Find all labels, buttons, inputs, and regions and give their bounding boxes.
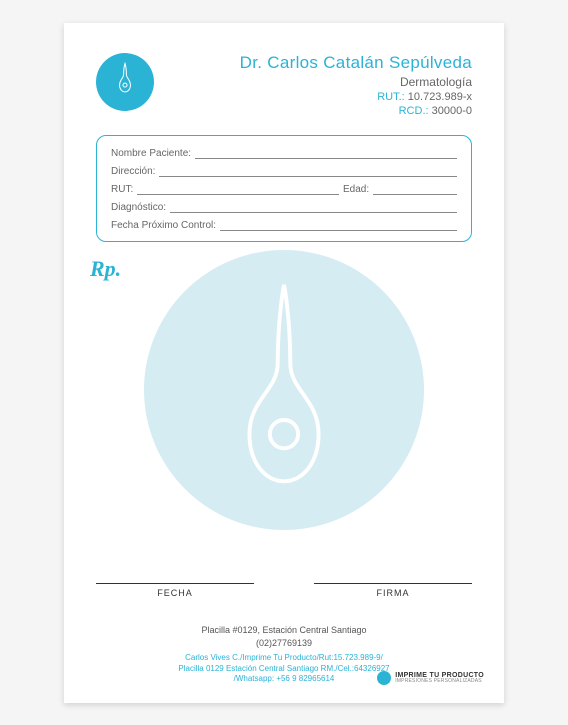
rcd-value: 30000-0 bbox=[432, 105, 472, 117]
field-label: Edad: bbox=[343, 184, 369, 195]
brand-text: IMPRIME TU PRODUCTO IMPRESIONES PERSONAL… bbox=[395, 672, 484, 684]
field-line[interactable] bbox=[195, 149, 457, 159]
signature-line[interactable] bbox=[314, 583, 472, 584]
rut-value: 10.723.989-x bbox=[408, 91, 472, 103]
field-proximo-control: Fecha Próximo Control: bbox=[111, 220, 457, 231]
hair-follicle-watermark-icon bbox=[204, 277, 364, 502]
field-label: Dirección: bbox=[111, 166, 155, 177]
header: Dr. Carlos Catalán Sepúlveda Dermatologí… bbox=[96, 53, 472, 117]
signature-label: FECHA bbox=[96, 588, 254, 598]
signature-fecha: FECHA bbox=[96, 583, 254, 598]
rcd-label: RCD.: bbox=[399, 105, 429, 117]
field-line[interactable] bbox=[137, 185, 339, 195]
field-label: Fecha Próximo Control: bbox=[111, 220, 216, 231]
footer-phone: (02)27769139 bbox=[64, 637, 504, 650]
hair-follicle-icon bbox=[108, 62, 142, 101]
doctor-specialty: Dermatología bbox=[240, 75, 472, 89]
field-rut-edad: RUT: Edad: bbox=[111, 184, 457, 195]
field-line[interactable] bbox=[220, 221, 457, 231]
signature-label: FIRMA bbox=[314, 588, 472, 598]
lightbulb-icon bbox=[377, 671, 391, 685]
field-label: RUT: bbox=[111, 184, 133, 195]
field-diagnostico: Diagnóstico: bbox=[111, 202, 457, 213]
signature-line[interactable] bbox=[96, 583, 254, 584]
patient-box: Nombre Paciente: Dirección: RUT: Edad: D… bbox=[96, 135, 472, 242]
field-label: Nombre Paciente: bbox=[111, 148, 191, 159]
brand-badge: IMPRIME TU PRODUCTO IMPRESIONES PERSONAL… bbox=[377, 671, 484, 685]
signature-firma: FIRMA bbox=[314, 583, 472, 598]
field-line[interactable] bbox=[170, 203, 457, 213]
signature-row: FECHA FIRMA bbox=[96, 583, 472, 598]
field-direccion: Dirección: bbox=[111, 166, 457, 177]
doctor-name: Dr. Carlos Catalán Sepúlveda bbox=[240, 53, 472, 73]
brand-subtitle: IMPRESIONES PERSONALIZADAS bbox=[395, 679, 484, 684]
logo-circle bbox=[96, 53, 154, 111]
watermark-circle bbox=[144, 250, 424, 530]
prescription-page: Dr. Carlos Catalán Sepúlveda Dermatologí… bbox=[64, 23, 504, 703]
field-line[interactable] bbox=[373, 185, 457, 195]
doctor-rcd: RCD.: 30000-0 bbox=[240, 105, 472, 117]
doctor-rut: RUT.: 10.723.989-x bbox=[240, 91, 472, 103]
field-line[interactable] bbox=[159, 167, 457, 177]
rut-label: RUT.: bbox=[377, 91, 405, 103]
footer-address: Placilla #0129, Estación Central Santiag… bbox=[64, 624, 504, 637]
field-nombre: Nombre Paciente: bbox=[111, 148, 457, 159]
field-label: Diagnóstico: bbox=[111, 202, 166, 213]
footer-fine-1: Carlos Vives C./Imprime Tu Producto/Rut:… bbox=[64, 653, 504, 663]
doctor-info: Dr. Carlos Catalán Sepúlveda Dermatologí… bbox=[240, 53, 472, 117]
